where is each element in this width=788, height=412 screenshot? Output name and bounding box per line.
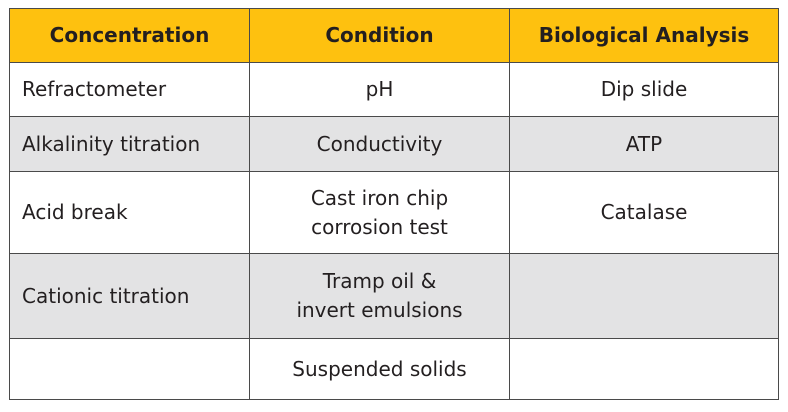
table-row: Suspended solids xyxy=(9,338,779,400)
biological-cell xyxy=(509,253,779,339)
biological-cell xyxy=(509,338,779,400)
concentration-cell: Cationic titration xyxy=(9,253,250,339)
biological-cell: Catalase xyxy=(509,171,779,254)
concentration-cell: Alkalinity titration xyxy=(9,116,250,172)
header-concentration: Concentration xyxy=(9,8,250,63)
condition-line: Tramp oil & xyxy=(322,269,437,293)
header-row: Concentration Condition Biological Analy… xyxy=(9,8,779,63)
condition-line: Suspended solids xyxy=(292,356,467,381)
concentration-cell xyxy=(9,338,250,400)
condition-line: corrosion test xyxy=(311,214,448,239)
biological-cell: ATP xyxy=(509,116,779,172)
condition-line: invert emulsions xyxy=(296,298,463,322)
table-row: Cationic titration Tramp oil & invert em… xyxy=(9,253,779,339)
analysis-table: Concentration Condition Biological Analy… xyxy=(9,8,779,400)
header-condition: Condition xyxy=(249,8,510,63)
condition-cell: Suspended solids xyxy=(249,338,510,400)
condition-line: pH xyxy=(365,77,394,101)
concentration-cell: Refractometer xyxy=(9,62,250,117)
table-row: Alkalinity titration Conductivity ATP xyxy=(9,116,779,172)
condition-cell: pH xyxy=(249,62,510,117)
condition-line: Conductivity xyxy=(316,131,443,156)
condition-cell: Cast iron chip corrosion test xyxy=(249,171,510,254)
condition-cell: Conductivity xyxy=(249,116,510,172)
header-biological-analysis: Biological Analysis xyxy=(509,8,779,63)
condition-cell: Tramp oil & invert emulsions xyxy=(249,253,510,339)
table-row: Acid break Cast iron chip corrosion test… xyxy=(9,171,779,254)
concentration-cell: Acid break xyxy=(9,171,250,254)
biological-cell: Dip slide xyxy=(509,62,779,117)
condition-line: Cast iron chip xyxy=(310,185,449,210)
table-row: Refractometer pH Dip slide xyxy=(9,62,779,117)
